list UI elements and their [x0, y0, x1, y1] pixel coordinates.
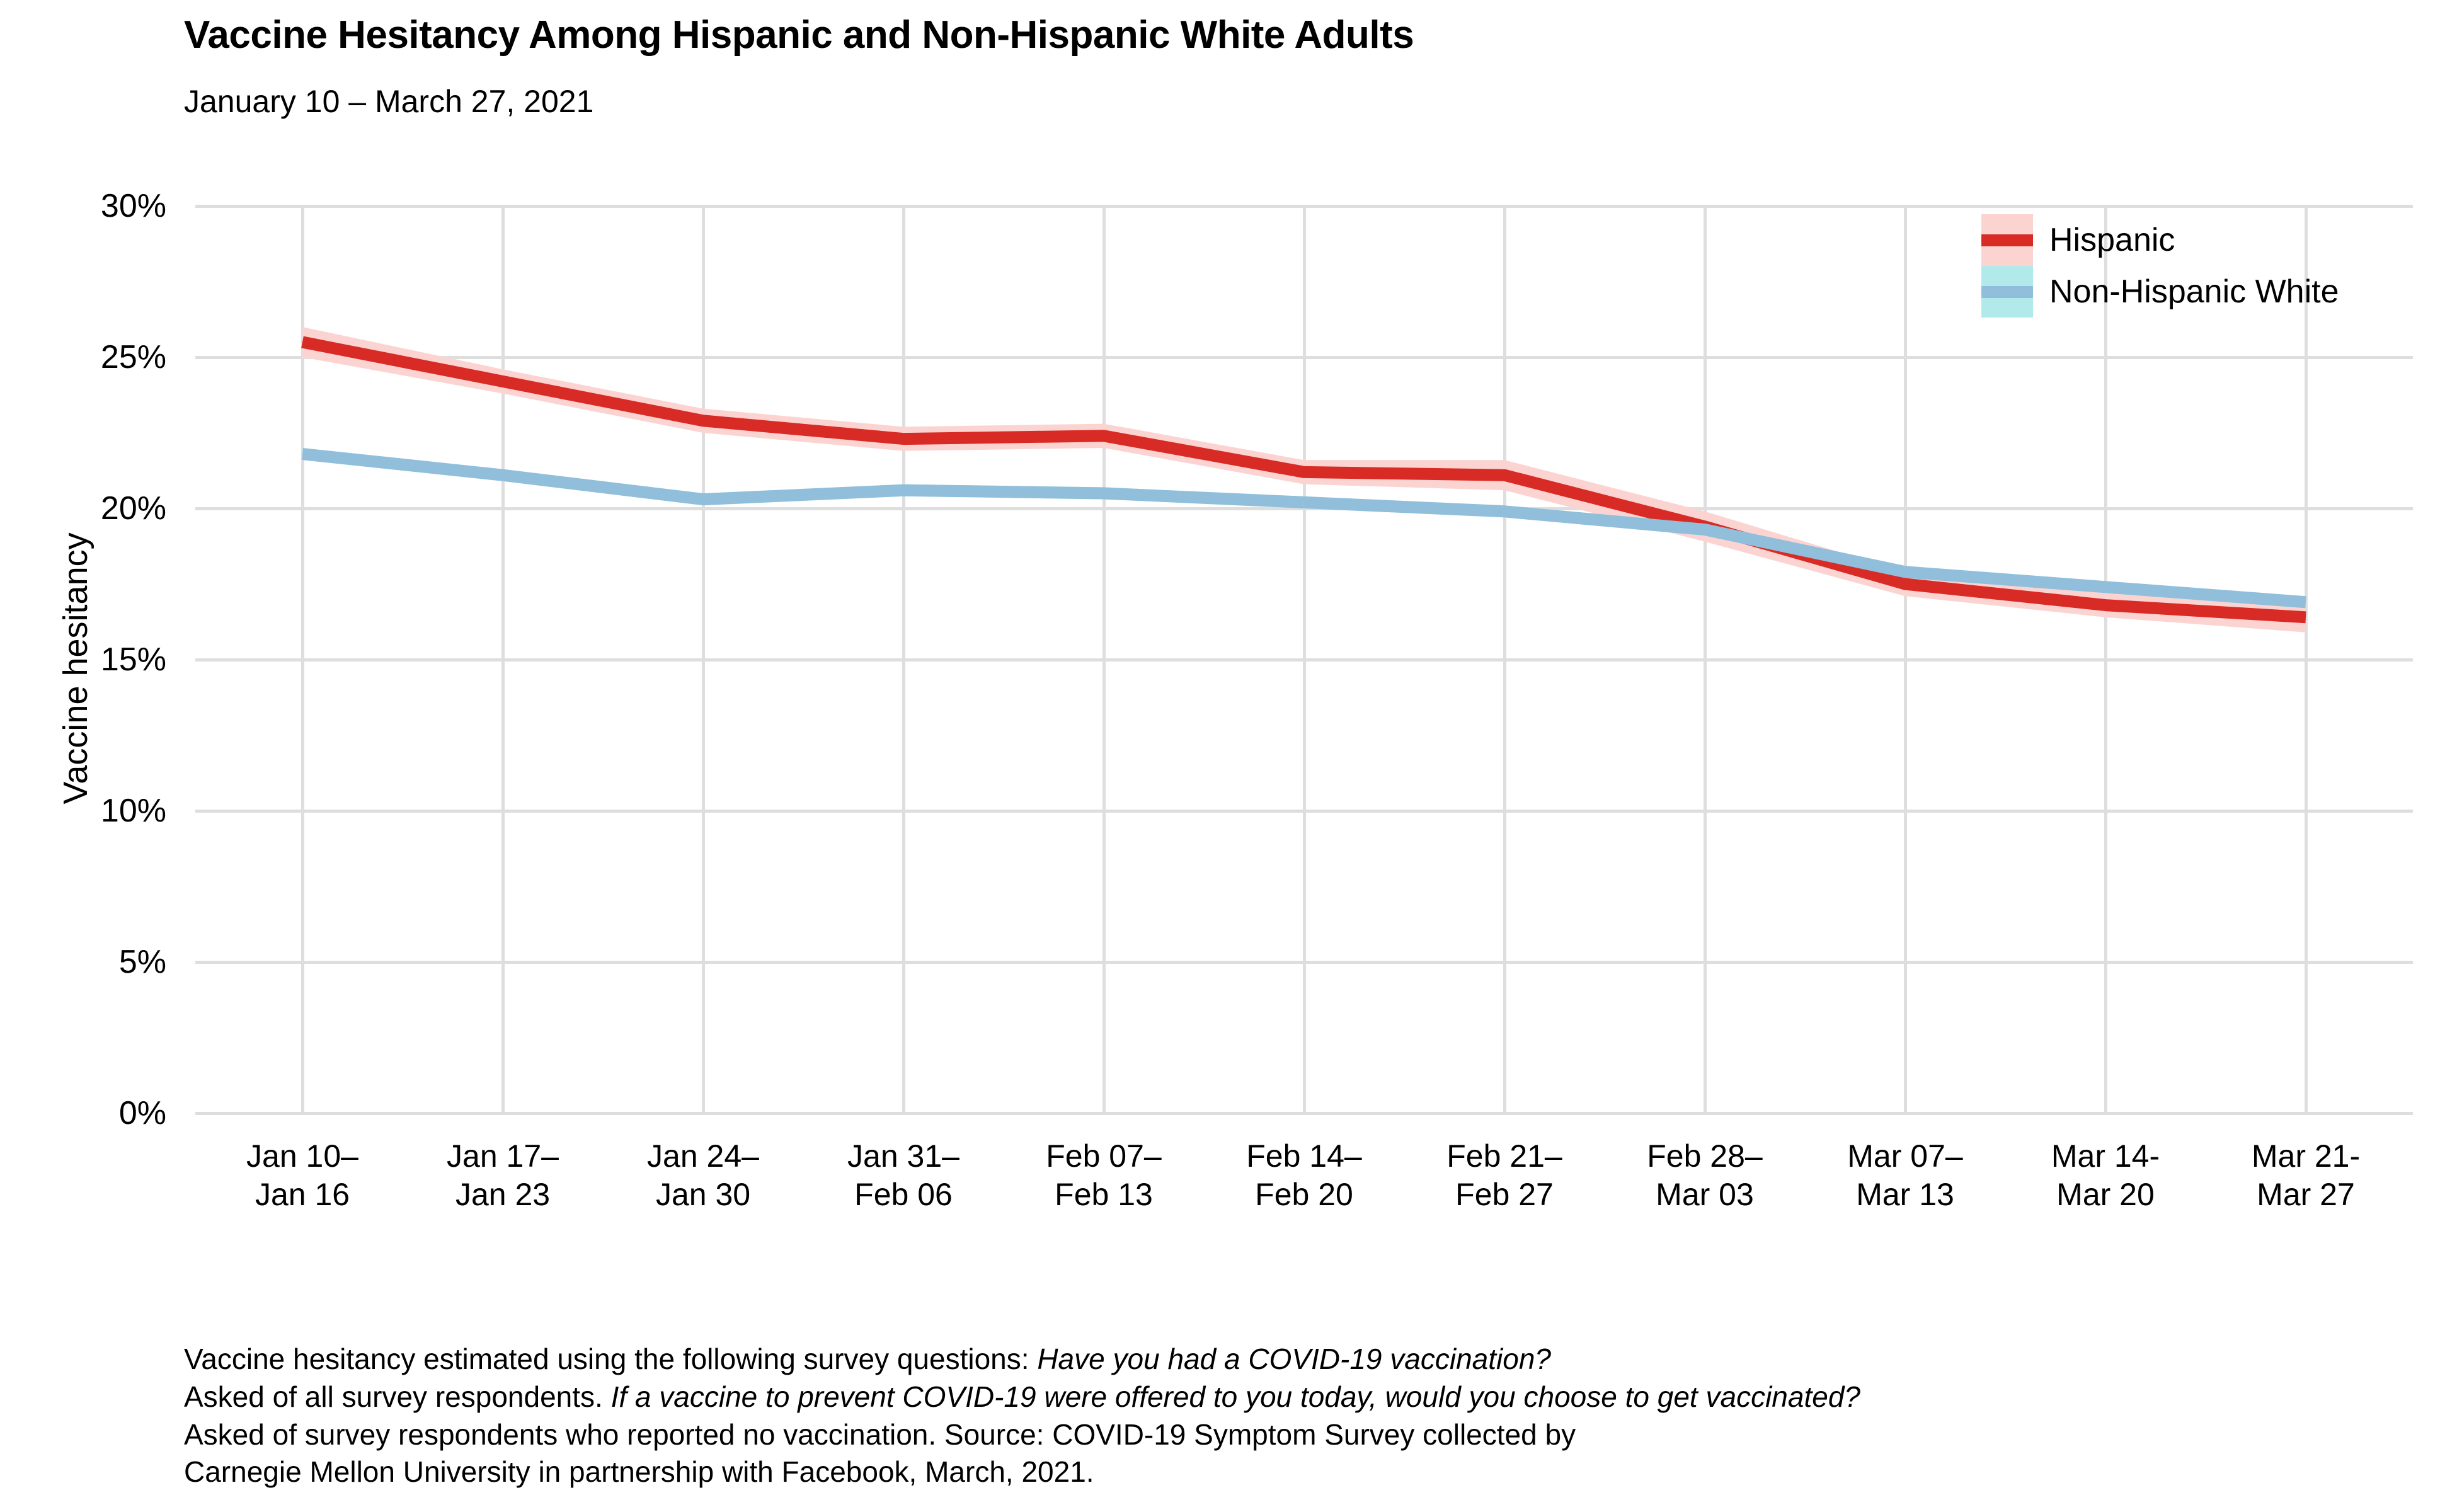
x-axis-tick-label: Feb 21– Feb 27 — [1446, 1138, 1562, 1212]
y-axis-tick-label: 10% — [100, 793, 166, 829]
legend-label-hispanic: Hispanic — [2049, 222, 2175, 258]
caption-line-2-question: If a vaccine to prevent COVID-19 were of… — [610, 1380, 1860, 1413]
x-axis-tick-label: Mar 21- Mar 27 — [2251, 1138, 2361, 1212]
series-line — [301, 336, 2306, 624]
gridline-vertical — [1503, 206, 1506, 1113]
caption-line-2-text: Asked of all survey respondents. — [184, 1380, 611, 1413]
x-axis-tick-label: Mar 07– Mar 13 — [1847, 1138, 1963, 1212]
gridline-vertical — [501, 206, 505, 1113]
gridline-vertical — [1102, 206, 1106, 1113]
gridline-vertical — [301, 206, 304, 1113]
series-line — [302, 448, 2306, 609]
chart-subtitle: January 10 – March 27, 2021 — [184, 84, 594, 119]
legend: Hispanic Non-Hispanic White — [1981, 214, 2339, 318]
legend-label-non-hispanic-white: Non-Hispanic White — [2049, 273, 2339, 310]
x-axis-tick-label: Feb 07– Feb 13 — [1046, 1138, 1162, 1212]
gridline-vertical — [1904, 206, 1907, 1113]
confidence-band — [302, 327, 2306, 633]
caption-line-1-text: Vaccine hesitancy estimated using the fo… — [184, 1343, 1038, 1375]
plot-area: 0% 5% 10% 15% 20% 25% 30% Jan 10– Jan 16 Jan 17–… — [101, 188, 2413, 1212]
x-axis-tick-label: Jan 10– Jan 16 — [246, 1138, 358, 1212]
chart-caption: Vaccine hesitancy estimated using the fo… — [184, 1341, 1860, 1491]
legend-item-hispanic[interactable]: Hispanic — [1981, 214, 2339, 266]
y-axis-tick-label: 5% — [118, 944, 166, 980]
y-axis-label: Vaccine hesitancy — [57, 532, 94, 805]
gridline-vertical — [2104, 206, 2107, 1113]
legend-swatch-non-hispanic-white — [1981, 266, 2033, 318]
x-axis-tick-label: Feb 28– Mar 03 — [1647, 1138, 1763, 1212]
legend-item-non-hispanic-white[interactable]: Non-Hispanic White — [1981, 266, 2339, 318]
y-axis-tick-label: 25% — [100, 339, 166, 375]
x-axis-tick-label: Mar 14- Mar 20 — [2051, 1138, 2160, 1212]
x-axis-tick-label: Jan 17– Jan 23 — [447, 1138, 559, 1212]
caption-line-1-question: Have you had a COVID-19 vaccination? — [1037, 1343, 1551, 1375]
y-axis-tick-label: 15% — [100, 641, 166, 678]
legend-swatch-hispanic — [1981, 214, 2033, 266]
gridline-horizontal — [195, 1112, 2413, 1115]
gridline-vertical — [2305, 206, 2308, 1113]
gridline-vertical — [1303, 206, 1306, 1113]
caption-line-2: Asked of all survey respondents. If a va… — [184, 1378, 1860, 1416]
x-axis-tick-label: Jan 31– Feb 06 — [847, 1138, 959, 1212]
y-axis-tick-label: 30% — [100, 188, 166, 224]
y-axis-tick-label: 0% — [118, 1095, 166, 1131]
y-axis-tick-label: 20% — [100, 490, 166, 527]
caption-line-4: Carnegie Mellon University in partnershi… — [184, 1455, 1094, 1489]
x-axis-tick-label: Jan 24– Jan 30 — [647, 1138, 759, 1212]
x-axis-tick-label: Feb 14– Feb 20 — [1246, 1138, 1362, 1212]
gridline-vertical — [902, 206, 905, 1113]
gridline-vertical — [1704, 206, 1707, 1113]
series-lines — [301, 327, 2306, 633]
caption-line-3: Asked of survey respondents who reported… — [184, 1418, 1576, 1451]
caption-line-1: Vaccine hesitancy estimated using the fo… — [184, 1341, 1860, 1378]
gridline-vertical — [702, 206, 705, 1113]
page-title: Vaccine Hesitancy Among Hispanic and Non… — [184, 13, 1414, 57]
